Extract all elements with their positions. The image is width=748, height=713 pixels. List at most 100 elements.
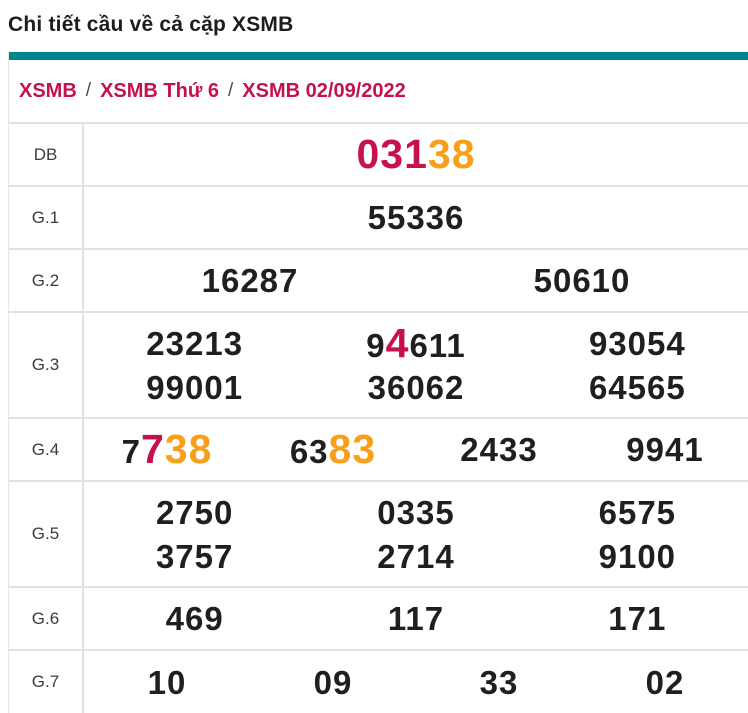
prize-number: 2433: [460, 433, 537, 466]
prize-row-label: G.1: [9, 187, 84, 248]
prize-cell: 469: [84, 597, 305, 641]
digit-segment: 9: [366, 326, 386, 364]
prize-cell: 33: [416, 660, 582, 704]
prize-row-g3: G.3 23213 94611 93054 99001 36062 64565: [9, 311, 748, 417]
breadcrumb-separator: /: [85, 80, 92, 101]
prize-row-label: G.2: [9, 250, 84, 311]
prize-cell: 2750: [84, 490, 305, 534]
prize-line: 469 117 171: [84, 597, 748, 641]
prize-row-label: DB: [9, 124, 84, 185]
digit-segment: 36062: [367, 368, 465, 406]
prize-cell: 55336: [84, 196, 748, 240]
prize-row-label: G.4: [9, 419, 84, 480]
prize-row-g7: G.7 10 09 33 02: [9, 649, 748, 713]
prize-cell: 23213: [84, 321, 305, 365]
prize-cell: 03138: [84, 133, 748, 177]
digit-segment: 99001: [146, 368, 244, 406]
prize-number: 2750: [156, 496, 233, 529]
prize-number: 6575: [599, 496, 676, 529]
prize-number: 55336: [368, 201, 465, 234]
prize-cell: 7738: [84, 428, 250, 472]
prize-number: 23213: [146, 327, 243, 360]
prize-cell: 09: [250, 660, 416, 704]
prize-line: 3757 2714 9100: [84, 534, 748, 578]
prize-number: 6383: [290, 429, 376, 470]
accent-bar: [9, 52, 748, 60]
highlighted-digit-segment: 4: [385, 319, 410, 366]
highlighted-digit-segment: 031: [356, 131, 428, 177]
digit-segment: 50610: [533, 262, 631, 299]
prize-number: 0335: [377, 496, 454, 529]
digit-segment: 33: [479, 663, 519, 701]
breadcrumb: XSMB / XSMB Thứ 6 / XSMB 02/09/2022: [9, 60, 748, 122]
prize-number: 469: [166, 602, 224, 635]
breadcrumb-link[interactable]: XSMB Thứ 6: [100, 79, 220, 102]
prize-row-label: G.7: [9, 651, 84, 713]
digit-segment: 23213: [146, 324, 244, 362]
digit-segment: 2714: [377, 537, 455, 575]
digit-segment: 0335: [377, 493, 455, 531]
digit-segment: 171: [608, 600, 667, 637]
digit-segment: 9100: [598, 537, 677, 575]
prize-line: 16287 50610: [84, 259, 748, 303]
digit-segment: 9941: [626, 431, 704, 468]
prize-line: 10 09 33 02: [84, 660, 748, 704]
prize-number: 3757: [156, 540, 233, 573]
highlighted-digit-segment: 38: [164, 426, 213, 472]
breadcrumb-separator: /: [228, 80, 234, 101]
prize-cell: 6383: [250, 428, 416, 472]
prize-number: 94611: [366, 319, 465, 366]
prize-line: 99001 36062 64565: [84, 365, 748, 409]
prize-line: 7738 6383 2433 9941: [84, 428, 748, 472]
prize-line: 2750 0335 6575: [84, 490, 748, 534]
prize-number: 9100: [599, 540, 676, 573]
prize-cell: 2714: [305, 534, 526, 578]
prize-cell: 02: [582, 660, 748, 704]
digit-segment: 2433: [460, 431, 538, 468]
prize-row-db: DB 03138: [9, 122, 748, 185]
prize-row-label: G.5: [9, 482, 84, 586]
prize-row-label: G.6: [9, 588, 84, 649]
prize-cell: 6575: [527, 490, 748, 534]
prize-cell: 36062: [305, 365, 526, 409]
prize-number: 09: [314, 666, 353, 699]
highlighted-digit-segment: 7: [140, 426, 165, 472]
prize-number: 99001: [146, 371, 243, 404]
prize-cell: 50610: [416, 259, 748, 303]
digit-segment: 2750: [155, 493, 234, 531]
prize-line: 23213 94611 93054: [84, 321, 748, 365]
prize-cell: 171: [527, 597, 748, 641]
digit-segment: 93054: [588, 324, 686, 362]
prize-number: 03138: [356, 134, 475, 175]
prize-number: 93054: [589, 327, 686, 360]
prize-row-body: 7738 6383 2433 9941: [84, 419, 748, 480]
prize-row-g4: G.4 7738 6383 2433 9941: [9, 417, 748, 480]
highlighted-digit-segment: 38: [427, 131, 476, 177]
digit-segment: 6575: [598, 493, 677, 531]
digit-segment: 117: [387, 600, 445, 637]
prize-row-body: 2750 0335 6575 3757 2714 9100: [84, 482, 748, 586]
prize-cell: 2433: [416, 428, 582, 472]
prize-cell: 3757: [84, 534, 305, 578]
prize-row-g5: G.5 2750 0335 6575 3757 2714 9100: [9, 480, 748, 586]
prize-line: 03138: [84, 133, 748, 177]
prize-number: 64565: [589, 371, 686, 404]
prize-cell: 93054: [527, 321, 748, 365]
prize-row-body: 55336: [84, 187, 748, 248]
prize-row-body: 03138: [84, 124, 748, 185]
prize-row-g2: G.2 16287 50610: [9, 248, 748, 311]
prize-number: 7738: [122, 429, 213, 470]
prize-row-body: 10 09 33 02: [84, 651, 748, 713]
prize-number: 9941: [626, 433, 703, 466]
prize-number: 171: [608, 602, 666, 635]
prize-cell: 117: [305, 597, 526, 641]
breadcrumb-link[interactable]: XSMB 02/09/2022: [242, 79, 406, 102]
digit-segment: 7: [121, 433, 141, 470]
prize-row-body: 469 117 171: [84, 588, 748, 649]
prize-number: 36062: [368, 371, 465, 404]
prize-number: 16287: [202, 264, 299, 297]
highlighted-digit-segment: 83: [328, 426, 377, 472]
breadcrumb-link[interactable]: XSMB: [19, 79, 77, 102]
digit-segment: 09: [313, 663, 353, 701]
prize-cell: 9941: [582, 428, 748, 472]
